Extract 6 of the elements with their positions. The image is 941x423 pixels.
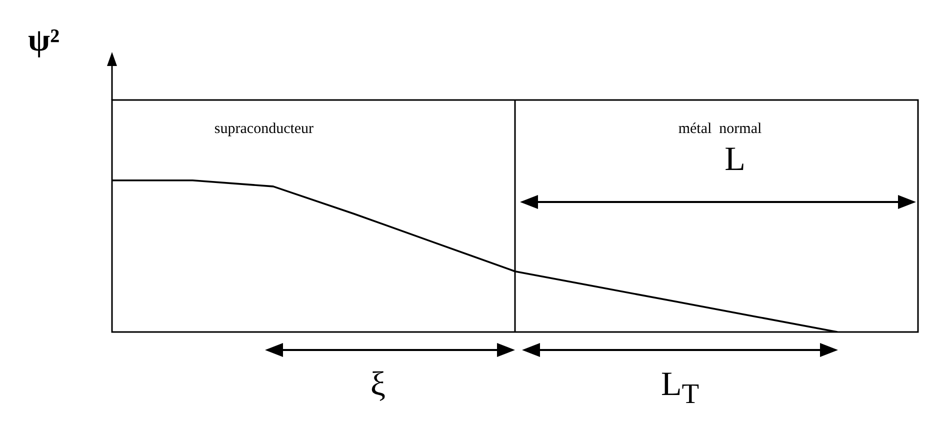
text: ξ (369, 364, 387, 405)
y-axis-title: ψ² (28, 21, 60, 58)
text: L$_{T}$ (660, 364, 700, 412)
text: supraconducteur (213, 120, 315, 140)
text: métal normal (677, 120, 763, 140)
text: L (724, 140, 746, 180)
